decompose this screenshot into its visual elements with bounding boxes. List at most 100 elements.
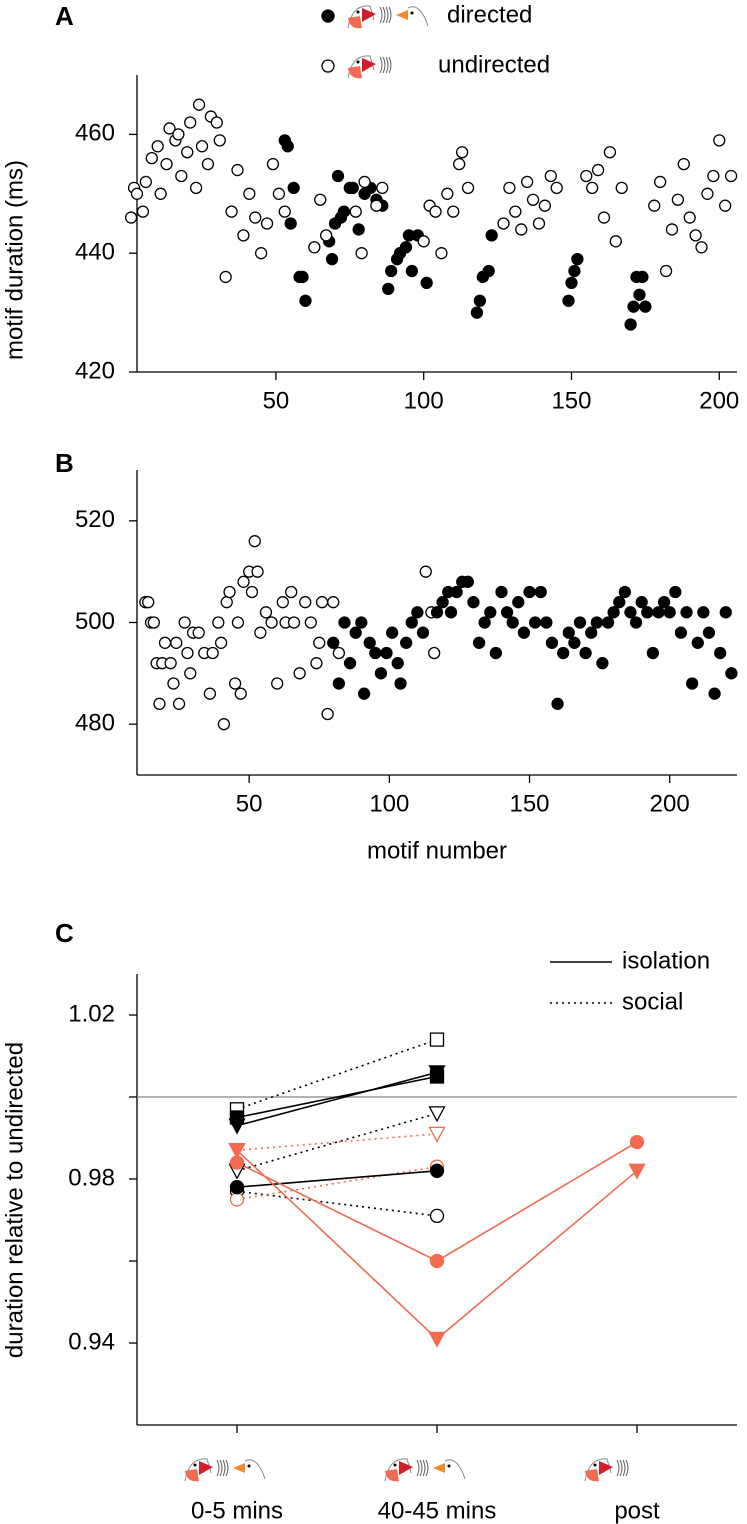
bird-eye xyxy=(356,60,360,64)
point xyxy=(430,606,444,619)
point xyxy=(172,697,186,710)
point xyxy=(624,318,637,331)
point xyxy=(248,535,261,548)
point xyxy=(528,616,542,629)
point xyxy=(663,606,676,619)
point xyxy=(450,585,463,599)
panel-label: B xyxy=(55,448,74,478)
point xyxy=(447,205,460,218)
point xyxy=(586,181,599,195)
point xyxy=(184,667,197,680)
point xyxy=(503,181,516,195)
point xyxy=(304,616,317,629)
point xyxy=(332,677,346,690)
point xyxy=(526,193,540,206)
point xyxy=(213,134,226,147)
x-tick-label: post xyxy=(614,1497,660,1524)
point xyxy=(639,300,652,313)
point xyxy=(467,596,480,609)
legend-marker xyxy=(321,59,335,73)
bird-icon xyxy=(384,1458,466,1482)
point xyxy=(562,626,575,639)
bird-eye xyxy=(593,1463,597,1467)
point xyxy=(160,157,173,171)
point xyxy=(229,1180,245,1195)
point xyxy=(628,1163,646,1180)
point xyxy=(420,276,433,290)
x-tick-label: 0-5 mins xyxy=(191,1497,283,1524)
point xyxy=(652,606,665,619)
y-tick-label: 440 xyxy=(75,239,115,266)
legend-label: undirected xyxy=(438,51,550,78)
bird-beak xyxy=(362,58,376,72)
point xyxy=(580,169,593,183)
point xyxy=(296,270,309,284)
point xyxy=(714,646,727,660)
point xyxy=(550,181,563,195)
series-line xyxy=(236,1165,438,1201)
point xyxy=(355,616,368,629)
point xyxy=(571,252,584,266)
point xyxy=(310,657,323,670)
point xyxy=(551,697,564,710)
point xyxy=(201,157,215,171)
point xyxy=(405,616,418,629)
point xyxy=(455,146,469,159)
x-tick-label: 100 xyxy=(369,790,409,817)
bird-eye xyxy=(193,1463,197,1467)
point xyxy=(478,616,491,629)
bird-cheek xyxy=(585,1469,599,1482)
point xyxy=(391,657,404,670)
point xyxy=(192,98,206,111)
x-tick-label: 200 xyxy=(650,790,690,817)
point xyxy=(435,247,448,260)
bird-icon xyxy=(347,5,429,29)
point xyxy=(500,606,514,619)
female-head xyxy=(244,1459,266,1480)
song-wave xyxy=(382,56,386,74)
point xyxy=(299,294,312,307)
point xyxy=(254,247,268,260)
point xyxy=(181,646,194,660)
point xyxy=(419,565,432,578)
bird-cheek xyxy=(385,1469,399,1482)
point xyxy=(674,626,688,639)
bird-cheek xyxy=(348,66,362,79)
point xyxy=(163,122,176,135)
song-wave xyxy=(388,6,392,24)
point xyxy=(609,235,622,248)
point xyxy=(349,626,362,639)
point xyxy=(579,646,592,660)
point xyxy=(278,205,291,218)
point xyxy=(400,636,413,649)
point xyxy=(260,217,274,230)
y-tick-label: 0.94 xyxy=(68,1328,115,1355)
point xyxy=(343,657,357,670)
point xyxy=(217,718,231,731)
y-tick-label: 480 xyxy=(75,710,115,737)
point xyxy=(659,264,673,278)
song-wave xyxy=(222,1459,226,1477)
point xyxy=(181,146,194,159)
bird-eye xyxy=(393,1463,397,1467)
point xyxy=(428,1331,446,1348)
point xyxy=(382,282,395,295)
point xyxy=(332,646,346,660)
point xyxy=(139,175,153,189)
point xyxy=(287,181,300,195)
point xyxy=(633,288,646,301)
point xyxy=(669,585,682,599)
point xyxy=(641,606,654,619)
point xyxy=(629,1134,645,1150)
song-wave xyxy=(616,1459,620,1477)
point xyxy=(538,199,552,212)
point xyxy=(214,636,228,649)
point xyxy=(613,596,626,609)
point xyxy=(453,157,466,171)
point xyxy=(485,229,498,242)
point xyxy=(178,616,191,629)
point xyxy=(206,646,219,660)
point xyxy=(585,626,598,639)
point xyxy=(416,626,430,639)
